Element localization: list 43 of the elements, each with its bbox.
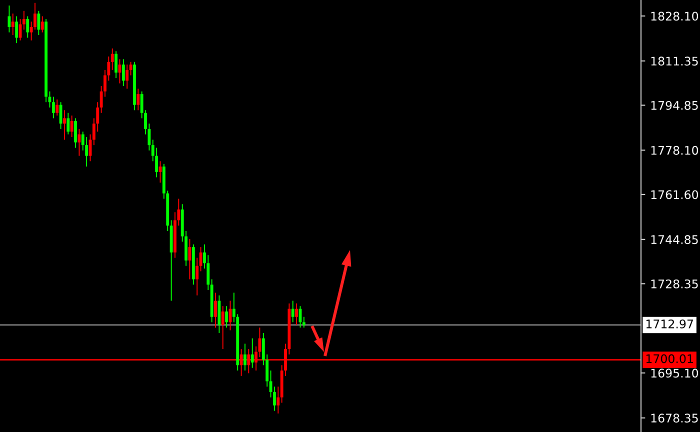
candlestick — [15, 16, 18, 44]
y-tick-label: 1744.85 — [651, 235, 698, 244]
candlestick — [62, 110, 66, 140]
candlestick — [244, 343, 246, 372]
ref-line-label: 1712.97 — [646, 319, 693, 328]
candlestick — [122, 58, 125, 87]
candlestick — [136, 88, 140, 111]
y-tick-label: 1828.10 — [651, 12, 698, 21]
candlestick — [37, 10, 40, 36]
y-tick-label: 1728.35 — [651, 279, 698, 288]
candlestick — [250, 338, 254, 368]
candlestick — [40, 16, 44, 33]
y-tick-label: 1778.10 — [651, 146, 698, 155]
candlestick — [26, 16, 30, 38]
candlestick — [70, 115, 74, 138]
candlestick — [66, 112, 70, 135]
candlestick — [221, 306, 224, 350]
candlestick — [11, 13, 14, 36]
candlestick — [276, 386, 280, 414]
candlestick — [129, 61, 132, 76]
candlestick — [78, 128, 81, 156]
y-tick-label: 1761.60 — [651, 190, 698, 200]
candlestick — [126, 64, 129, 90]
candlestick — [196, 257, 199, 296]
candlestick — [225, 306, 228, 328]
candlestick — [8, 5, 11, 33]
y-tick-label: 1794.85 — [651, 100, 698, 110]
candlestick — [291, 300, 294, 323]
candlestick — [214, 292, 217, 328]
candlestick — [295, 302, 298, 326]
y-tick-label: 1695.10 — [651, 368, 698, 378]
candlestick — [114, 50, 118, 78]
candlestick — [302, 316, 306, 328]
candlestick — [52, 96, 55, 119]
y-tick-label: 1811.35 — [651, 56, 698, 66]
y-tick-label: 1678.35 — [651, 414, 698, 423]
candlestick — [188, 238, 192, 280]
candlestick — [59, 102, 62, 130]
candlestick — [22, 10, 26, 30]
ref-line-label: 1700.01 — [646, 354, 693, 364]
candlestick — [74, 118, 77, 148]
candlestick — [56, 98, 59, 116]
candlestick — [110, 48, 114, 70]
